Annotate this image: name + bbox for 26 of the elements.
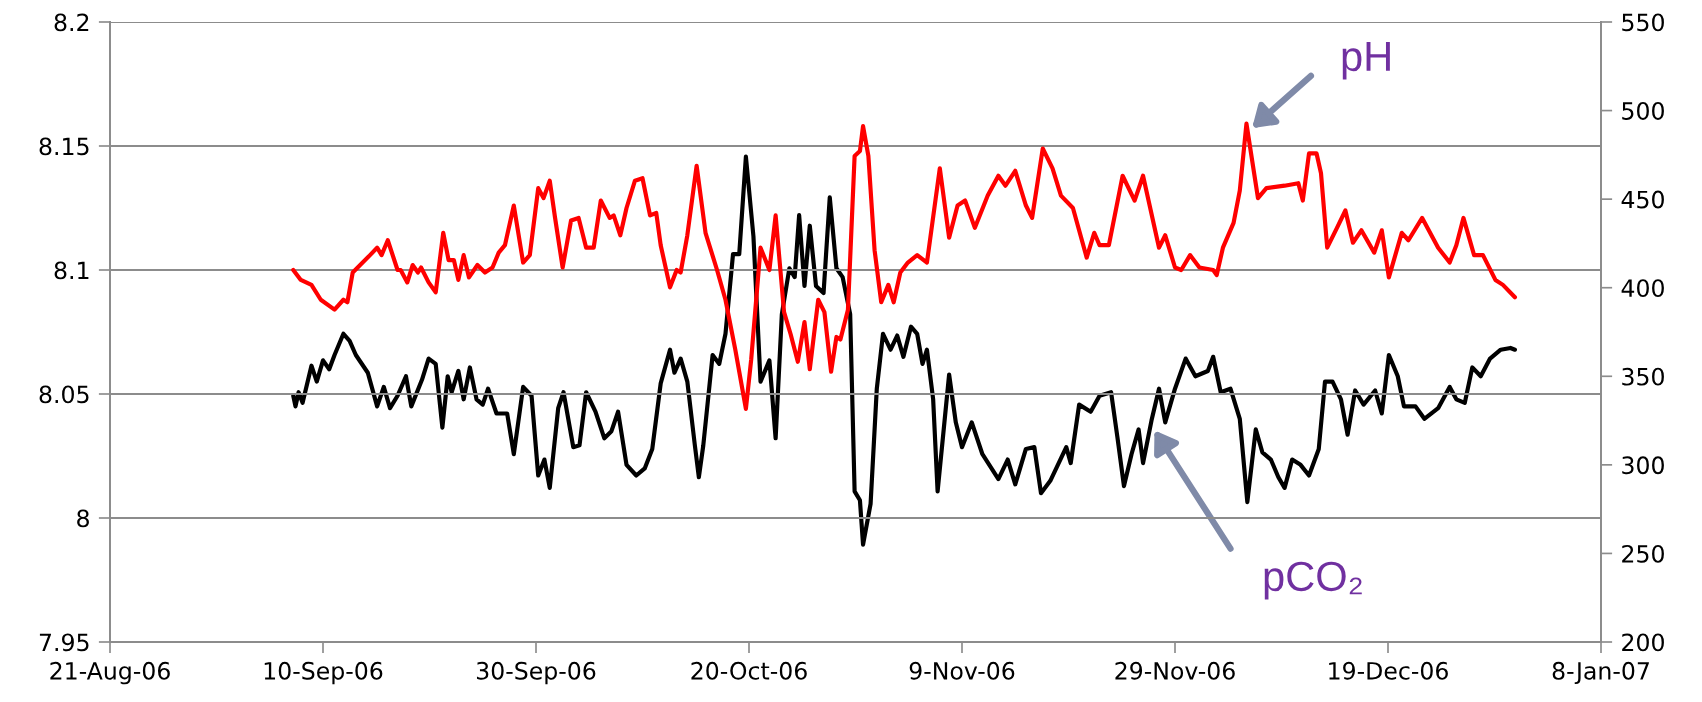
y2-tick-label: 250 (1622, 544, 1664, 563)
y2-tick-label: 550 (1622, 13, 1664, 32)
y2-tick-label: 450 (1621, 190, 1664, 209)
y-tick-label: 8.05 (39, 385, 89, 404)
y-tick-label: 8.15 (39, 137, 89, 156)
y2-tick-label: 500 (1622, 102, 1664, 120)
y2-tick-label: 300 (1622, 456, 1664, 475)
y-tick-label: 8.2 (54, 13, 89, 32)
annotation: pH (1342, 42, 1390, 80)
x-tick-label: 9-Nov-06 (909, 661, 1015, 680)
line-series (291, 121, 1517, 411)
x-tick-label: 29-Nov-06 (1115, 661, 1235, 680)
x-tick-label: 21-Aug-06 (50, 661, 170, 685)
x-tick-label: 19-Dec-06 (1329, 661, 1448, 680)
annotation: pCO₂ (1264, 561, 1362, 600)
x-tick-label: 30-Sep-06 (476, 661, 596, 685)
y2-tick-label: 200 (1622, 633, 1664, 652)
line-series (291, 154, 1517, 547)
y2-tick-label: 400 (1621, 279, 1664, 298)
y-tick-label: 8 (77, 509, 89, 528)
y-tick-label: 7.95 (39, 633, 89, 652)
y-tick-label: 8.1 (54, 261, 89, 280)
x-tick-label: 20-Oct-06 (691, 661, 807, 680)
y2-tick-label: 350 (1622, 367, 1664, 386)
x-tick-label: 10-Sep-06 (264, 661, 383, 685)
x-tick-label: 8-Jan-07 (1552, 661, 1649, 685)
